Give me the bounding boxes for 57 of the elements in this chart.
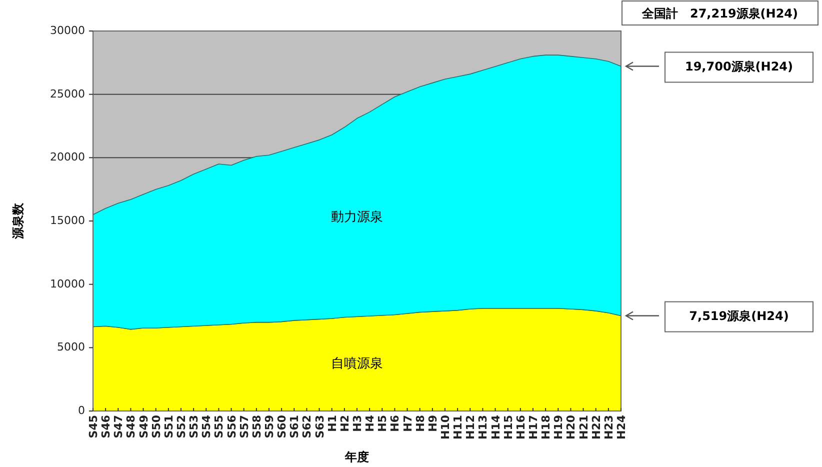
- x-tick-label: S51: [162, 415, 176, 438]
- x-tick-label: H7: [401, 415, 414, 432]
- x-tick-label: H17: [527, 415, 540, 440]
- x-tick-label: S53: [188, 415, 201, 438]
- x-tick-label: H6: [388, 414, 402, 432]
- x-tick-label: H1: [326, 415, 339, 432]
- x-tick-label: S45: [87, 415, 100, 438]
- x-tick-label: H4: [364, 414, 377, 432]
- x-axis-title: 年度: [344, 450, 369, 464]
- text: 全国計 27,219源泉(H24): [640, 6, 798, 20]
- x-tick-label: S49: [137, 415, 150, 438]
- y-tick-label: 5000: [57, 340, 85, 354]
- x-tick-label: H18: [540, 415, 553, 440]
- text: 19,700源泉(H24): [684, 60, 794, 74]
- x-tick-label: H2: [338, 415, 352, 432]
- x-tick-label: H13: [476, 415, 490, 440]
- series-label: 動力源泉: [331, 210, 383, 226]
- y-tick-label: 15000: [50, 214, 85, 228]
- x-tick-label: S56: [225, 414, 238, 438]
- x-tick-label: H8: [414, 415, 427, 432]
- x-tick-label: S46: [100, 414, 113, 438]
- x-tick-label: S54: [200, 414, 214, 438]
- x-tick-label: H3: [351, 415, 364, 432]
- x-tick-label: S55: [212, 415, 226, 438]
- x-tick-label: H23: [602, 415, 616, 440]
- y-axis-title: 源泉数: [11, 202, 25, 240]
- x-tick-label: H12: [464, 415, 478, 440]
- y-tick-label: 25000: [50, 87, 85, 100]
- x-tick-label: S59: [263, 415, 276, 438]
- y-tick-label: 10000: [50, 277, 85, 290]
- y-tick-label: 20000: [50, 150, 85, 164]
- x-tick-label: H11: [452, 415, 465, 440]
- x-tick-label: H15: [502, 415, 515, 440]
- x-tick-label: H24: [615, 414, 628, 440]
- x-tick-label: S47: [112, 415, 126, 438]
- x-tick-label: H16: [514, 414, 528, 440]
- x-tick-label: H10: [439, 414, 452, 440]
- x-tick-label: H9: [426, 415, 440, 432]
- text: 7,519源泉(H24): [689, 309, 789, 324]
- x-tick-label: S57: [238, 415, 251, 438]
- x-tick-label: H22: [590, 415, 603, 440]
- x-tick-label: S48: [124, 415, 138, 438]
- x-tick-label: S63: [313, 415, 326, 438]
- x-tick-label: S61: [288, 415, 302, 438]
- x-tick-label: S50: [150, 414, 163, 438]
- x-tick-label: H14: [489, 414, 502, 440]
- x-tick-label: H20: [564, 414, 578, 440]
- x-tick-label: H5: [376, 415, 390, 432]
- y-tick-label: 30000: [50, 24, 85, 38]
- x-tick-label: S62: [300, 415, 314, 438]
- x-tick-label: H19: [552, 415, 566, 440]
- x-tick-label: S52: [175, 415, 188, 438]
- x-tick-label: S60: [276, 414, 289, 438]
- x-tick-label: S58: [250, 415, 264, 438]
- series-label: 自噴源泉: [331, 356, 383, 372]
- y-tick-label: 0: [78, 404, 85, 418]
- x-tick-label: H21: [577, 415, 590, 440]
